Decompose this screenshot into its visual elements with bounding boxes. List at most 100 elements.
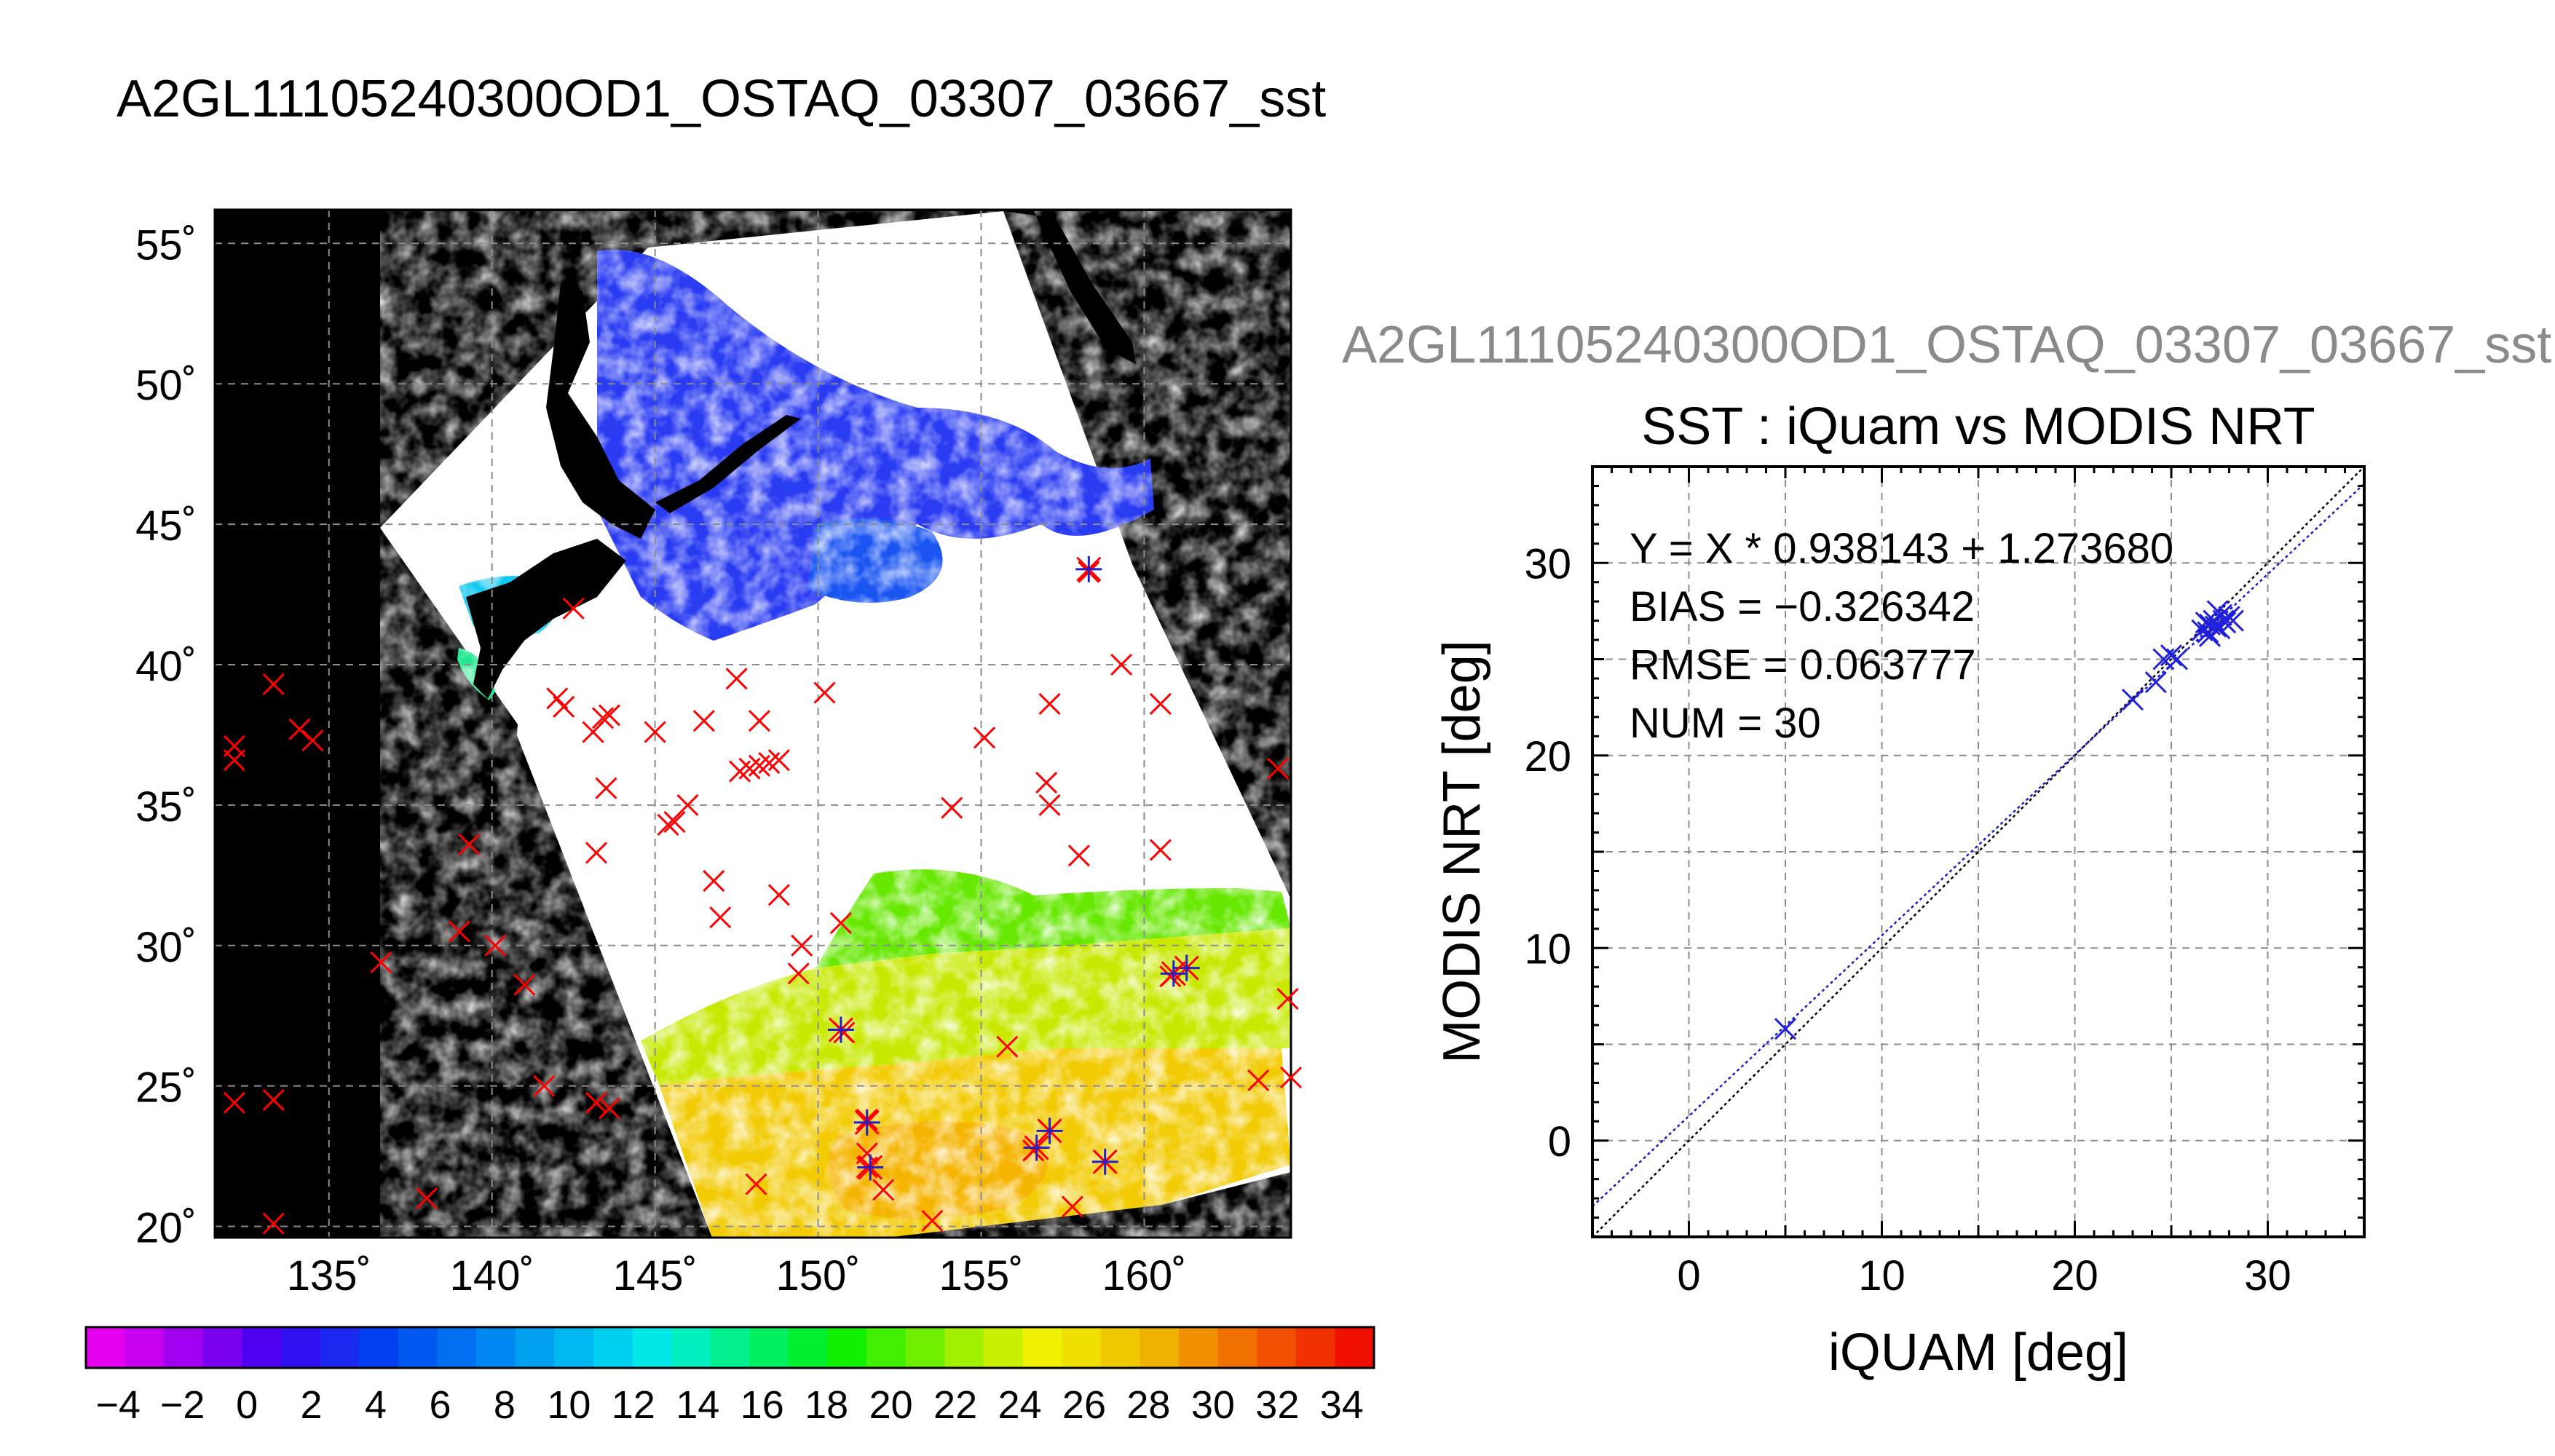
colorbar-frame bbox=[84, 1326, 1375, 1369]
map-lat-tick-label: 55˚ bbox=[135, 221, 197, 269]
map-lat-tick-label: 20˚ bbox=[135, 1205, 197, 1252]
buoy-marker-red bbox=[973, 727, 996, 749]
map-lat-labels: 20˚ 25˚ 30˚ 35˚ 40˚ 45˚ 50˚ 55˚ bbox=[135, 221, 197, 1251]
x-tick-label: 0 bbox=[1677, 1252, 1700, 1299]
colorbar-swatch bbox=[1295, 1327, 1335, 1368]
buoy-marker-red bbox=[657, 813, 679, 836]
x-tick-label: 10 bbox=[1858, 1252, 1906, 1299]
stats-line: NUM = 30 bbox=[1630, 700, 1821, 747]
scatter-xlabel: iQUAM [deg] bbox=[1828, 1324, 2128, 1382]
buoy-marker-red bbox=[1276, 988, 1299, 1010]
colorbar-swatch bbox=[359, 1327, 399, 1368]
colorbar-tick-label: 12 bbox=[612, 1383, 655, 1427]
colorbar-swatch bbox=[1257, 1327, 1297, 1368]
buoy-marker-red bbox=[787, 962, 810, 985]
colorbar-tick-label: −4 bbox=[95, 1383, 141, 1427]
scatter-ticks bbox=[1591, 465, 2366, 1238]
map-markers bbox=[223, 555, 1303, 1235]
buoy-marker-red bbox=[829, 911, 852, 934]
fit-line bbox=[1592, 483, 2364, 1208]
colorbar-tick-label: 20 bbox=[869, 1383, 913, 1427]
buoy-marker-red bbox=[1149, 692, 1172, 716]
colorbar-swatch bbox=[671, 1327, 711, 1368]
sst-map: 20˚ 25˚ 30˚ 35˚ 40˚ 45˚ 50˚ 55˚ 135˚ 140˚ 145˚ 150… bbox=[135, 208, 1303, 1299]
buoy-marker-red bbox=[1038, 692, 1061, 716]
colorbar-swatch bbox=[554, 1327, 594, 1368]
buoy-marker-red bbox=[484, 934, 507, 957]
colorbar-swatch bbox=[476, 1327, 516, 1368]
buoy-marker-red bbox=[767, 884, 790, 906]
y-tick-label: 10 bbox=[1524, 925, 1571, 973]
stats-line: RMSE = 0.063777 bbox=[1630, 641, 1976, 689]
scatter-point bbox=[2198, 625, 2222, 647]
map-lat-tick-label: 25˚ bbox=[135, 1064, 197, 1112]
buoy-marker-red bbox=[288, 718, 311, 740]
map-lon-tick-label: 150˚ bbox=[776, 1252, 861, 1299]
map-lat-tick-label: 30˚ bbox=[135, 924, 197, 971]
matchup-marker bbox=[1075, 555, 1102, 582]
buoy-marker-red bbox=[692, 710, 715, 732]
colorbar-tick-label: 32 bbox=[1255, 1383, 1299, 1427]
swath-layer bbox=[380, 211, 1291, 1238]
matchup-marker bbox=[1036, 1117, 1063, 1144]
buoy-marker-red bbox=[1110, 653, 1133, 676]
colorbar-tick-label: 2 bbox=[301, 1383, 323, 1427]
scatter-point bbox=[2165, 648, 2189, 670]
land-honshu bbox=[466, 539, 626, 699]
colorbar-swatch bbox=[320, 1327, 360, 1368]
colorbar-swatch bbox=[1217, 1327, 1257, 1368]
colorbar-tick-label: 0 bbox=[236, 1383, 258, 1427]
y-tick-label: 30 bbox=[1524, 540, 1571, 587]
buoy-marker-red bbox=[921, 1209, 944, 1232]
colorbar-swatch bbox=[632, 1327, 672, 1368]
colorbar-swatch bbox=[86, 1327, 126, 1368]
x-tick-label: 20 bbox=[2051, 1252, 2098, 1299]
colorbar-tick-label: 8 bbox=[494, 1383, 516, 1427]
sst-colorbar: −4 −2 0 2 4 6 8 10 12 14 16 18 20 22 24 26 28 30 32 34 bbox=[84, 1326, 1375, 1427]
buoy-marker-red bbox=[595, 777, 617, 799]
land-kuril bbox=[655, 415, 801, 513]
buoy-marker-red bbox=[996, 1035, 1019, 1058]
buoy-marker-red bbox=[598, 704, 620, 727]
map-lat-tick-label: 50˚ bbox=[135, 362, 197, 409]
colorbar-tick-label: 28 bbox=[1126, 1383, 1170, 1427]
map-lon-tick-label: 155˚ bbox=[939, 1252, 1023, 1299]
colorbar-swatch bbox=[1022, 1327, 1062, 1368]
colorbar-swatch bbox=[866, 1327, 907, 1368]
buoy-marker-red bbox=[941, 796, 963, 819]
colorbar-tick-label: 14 bbox=[676, 1383, 719, 1427]
colorbar-swatch bbox=[437, 1327, 477, 1368]
colorbar-swatch bbox=[1062, 1327, 1102, 1368]
map-lon-tick-label: 160˚ bbox=[1102, 1252, 1186, 1299]
buoy-marker-red bbox=[872, 1179, 895, 1201]
colorbar-swatch bbox=[515, 1327, 555, 1368]
buoy-marker-red bbox=[262, 1212, 285, 1235]
map-lon-tick-label: 135˚ bbox=[287, 1252, 371, 1299]
colorbar-swatch bbox=[125, 1327, 165, 1368]
buoy-marker-red bbox=[223, 1091, 245, 1114]
buoy-marker-red bbox=[585, 842, 608, 864]
scatter-gridlines bbox=[1592, 467, 2364, 1237]
map-lat-tick-label: 35˚ bbox=[135, 783, 197, 831]
colorbar-swatch bbox=[1335, 1327, 1375, 1368]
colorbar-tick-label: 18 bbox=[805, 1383, 848, 1427]
y-tick-label: 20 bbox=[1524, 733, 1571, 780]
scatter-point bbox=[2222, 609, 2244, 632]
buoy-marker-red bbox=[533, 1075, 556, 1097]
matchup-marker bbox=[853, 1109, 880, 1136]
buoy-marker-red bbox=[1149, 839, 1172, 861]
land-hokkaido-sakhalin bbox=[546, 284, 655, 539]
buoy-marker-red bbox=[748, 710, 771, 732]
buoy-marker-red bbox=[448, 920, 470, 943]
colorbar-swatch bbox=[710, 1327, 750, 1368]
buoy-marker-red bbox=[703, 869, 725, 893]
colorbar-swatch bbox=[788, 1327, 829, 1368]
map-gridlines bbox=[215, 210, 1291, 1238]
buoy-marker-red bbox=[663, 810, 686, 834]
scatter-point bbox=[2212, 609, 2235, 632]
colorbar-swatch bbox=[242, 1327, 282, 1368]
buoy-marker-red bbox=[1267, 757, 1290, 780]
scatter-ylabel: MODIS NRT [deg] bbox=[1433, 640, 1491, 1064]
matchup-marker bbox=[1091, 1148, 1118, 1175]
